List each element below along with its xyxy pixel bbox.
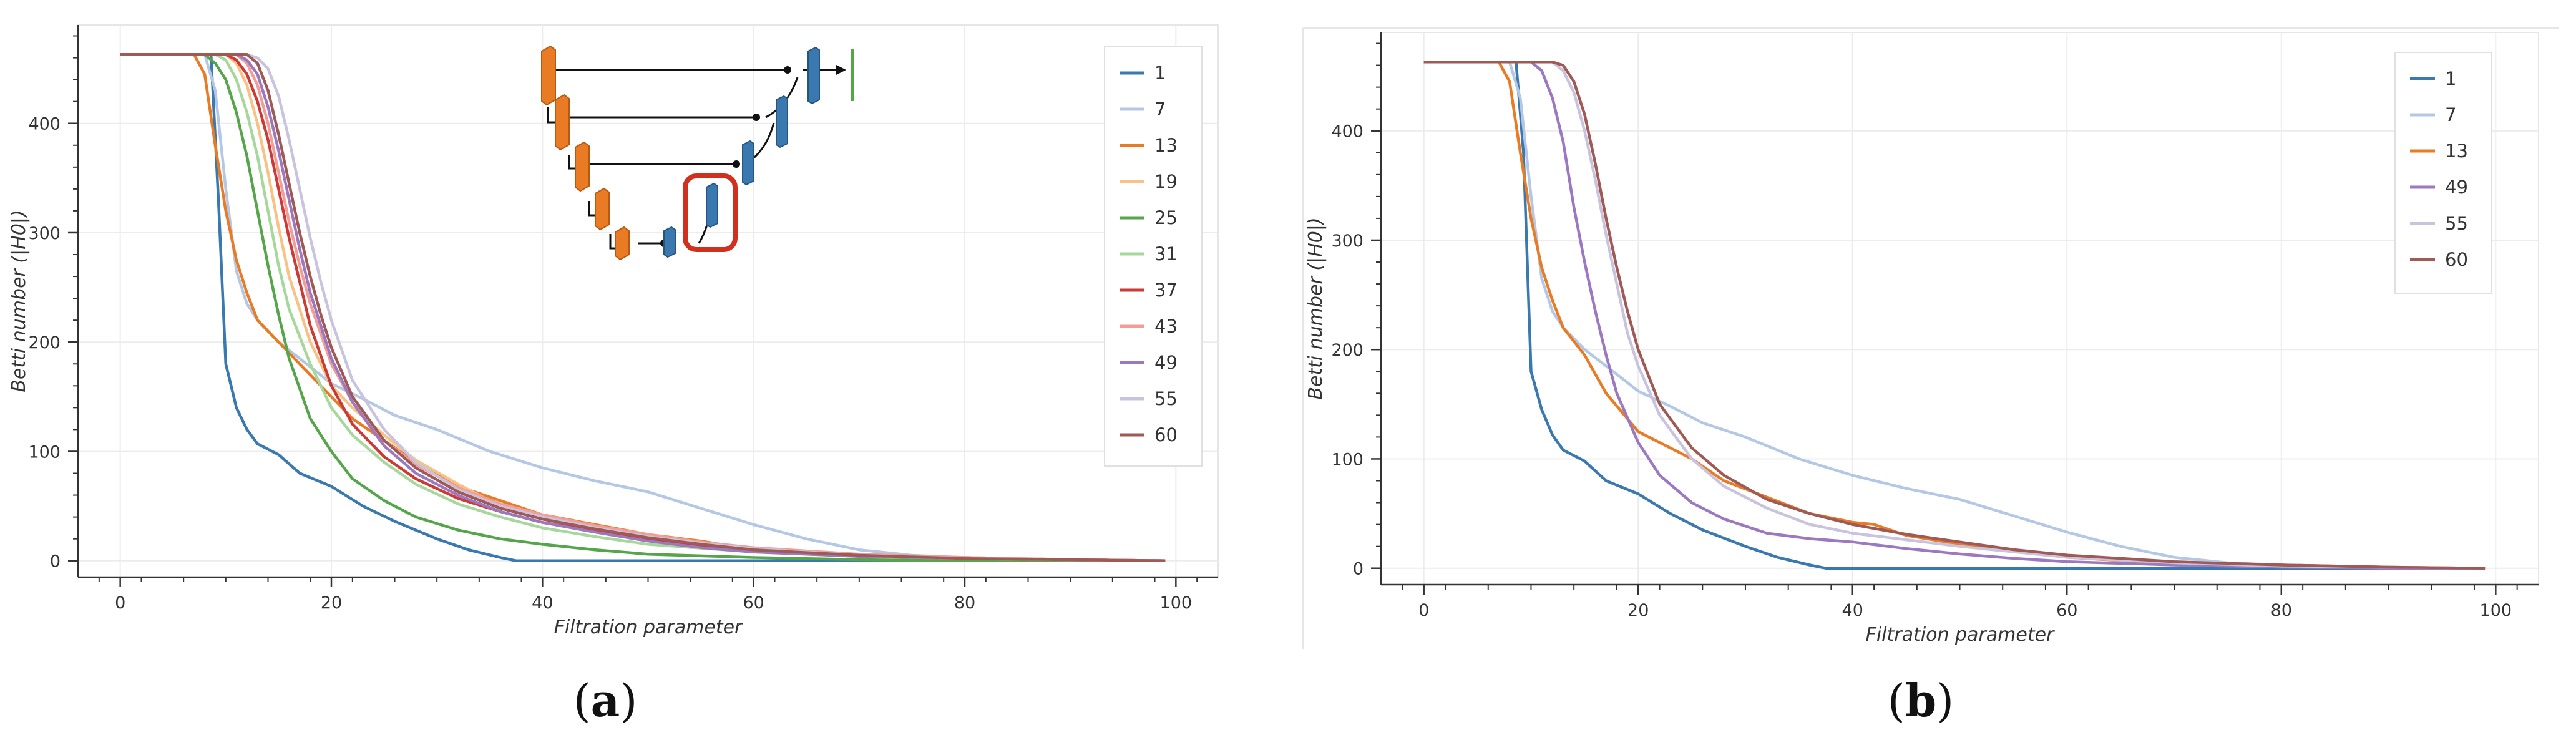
legend-item-37: 37 [1120, 280, 1178, 301]
legend-box [1104, 46, 1203, 467]
chart-panel-a: 0 20 40 60 80 100 0 100 200 300 400 Filtration para… [8, 24, 1219, 638]
legend-label: 19 [1154, 171, 1178, 192]
panel-label-b: (b) [1888, 674, 1954, 727]
legend-label: 1 [2445, 68, 2456, 89]
x-tick-label: 20 [1627, 601, 1649, 620]
series-line-1 [1423, 61, 2486, 570]
network-architecture-diagram [541, 45, 854, 261]
series-lines [1423, 61, 2486, 570]
legend-label: 13 [1154, 135, 1178, 156]
legend-item-55: 55 [1120, 388, 1178, 409]
y-tick-label: 200 [28, 333, 61, 353]
x-tick-label: 20 [321, 593, 342, 613]
series-line-49 [120, 53, 1166, 562]
x-tick-label: 60 [2056, 601, 2077, 620]
legend-label: 49 [1154, 352, 1178, 373]
x-axis-title: Filtration parameter [1866, 624, 2055, 646]
legend-label: 37 [1154, 280, 1178, 301]
x-tick-label: 40 [1842, 601, 1863, 620]
legend-label: 31 [1154, 243, 1178, 265]
legend-label: 25 [1154, 207, 1178, 228]
chart-panel-b: 0 20 40 60 80 100 0 100 200 300 400 Filtration para… [1302, 27, 2559, 649]
legend-item-60: 60 [1120, 424, 1178, 445]
x-tick-label: 60 [743, 593, 764, 613]
legend-label: 43 [1154, 316, 1178, 337]
series-line-13 [1423, 61, 2486, 570]
x-tick-label: 0 [115, 593, 125, 613]
legend: 1 7 13 19 25 31 37 43 49 55 60 [1104, 46, 1203, 467]
x-tick-label: 0 [1418, 601, 1429, 620]
series-line-60 [1423, 61, 2486, 570]
legend-item-13: 13 [2410, 140, 2468, 162]
legend-item-60: 60 [2410, 249, 2468, 270]
x-tick-label: 100 [2480, 601, 2512, 620]
legend-box [2394, 52, 2492, 294]
series-line-25 [120, 53, 1166, 562]
legend-label: 13 [2445, 140, 2468, 162]
legend-label: 7 [1154, 99, 1166, 120]
y-axis-title: Betti number (|H0|) [8, 210, 30, 392]
y-tick-label: 0 [1353, 560, 1364, 579]
series-line-55 [1423, 61, 2486, 570]
legend-label: 55 [2445, 213, 2468, 234]
x-axis-title: Filtration parameter [554, 616, 743, 638]
legend-item-7: 7 [1120, 99, 1166, 120]
legend-item-55: 55 [2410, 213, 2468, 234]
series-lines [120, 53, 1166, 562]
legend-item-1: 1 [2410, 68, 2456, 89]
y-tick-label: 400 [1331, 122, 1364, 142]
y-tick-label: 300 [1331, 231, 1364, 251]
series-line-7 [120, 53, 1166, 562]
y-tick-label: 100 [28, 442, 61, 462]
legend-item-7: 7 [2410, 104, 2456, 125]
series-line-7 [1423, 61, 2486, 570]
legend-label: 49 [2445, 177, 2468, 198]
y-tick-label: 100 [1331, 450, 1364, 469]
legend-item-19: 19 [1120, 171, 1178, 192]
x-tick-label: 80 [954, 593, 975, 613]
axes: 0 20 40 60 80 100 0 100 200 300 400 Filtration para… [8, 25, 1218, 638]
legend-item-49: 49 [1120, 352, 1178, 373]
series-line-60 [120, 53, 1166, 562]
legend-label: 60 [2445, 249, 2468, 270]
series-line-49 [1423, 61, 2486, 570]
axes: 0 20 40 60 80 100 0 100 200 300 400 Filtration para… [1305, 32, 2539, 646]
legend: 1 7 13 49 55 60 [2394, 52, 2492, 294]
panel-label-a: (a) [573, 674, 638, 727]
series-line-1 [120, 53, 1166, 562]
y-tick-label: 400 [28, 115, 61, 134]
x-tick-label: 40 [532, 593, 553, 613]
legend-item-1: 1 [1120, 62, 1166, 84]
legend-label: 55 [1154, 388, 1178, 409]
legend-label: 7 [2445, 104, 2456, 125]
legend-label: 60 [1154, 424, 1178, 445]
x-tick-label: 80 [2271, 601, 2292, 620]
y-axis-title: Betti number (|H0|) [1305, 217, 1327, 399]
legend-item-13: 13 [1120, 135, 1178, 156]
legend-item-49: 49 [2410, 177, 2468, 198]
legend-item-43: 43 [1120, 316, 1178, 337]
y-tick-label: 300 [28, 224, 61, 243]
x-tick-label: 100 [1160, 593, 1193, 613]
y-tick-label: 200 [1331, 341, 1364, 360]
legend-item-25: 25 [1120, 207, 1178, 228]
legend-label: 1 [1154, 62, 1166, 84]
legend-item-31: 31 [1120, 243, 1178, 265]
y-tick-label: 0 [50, 552, 61, 572]
